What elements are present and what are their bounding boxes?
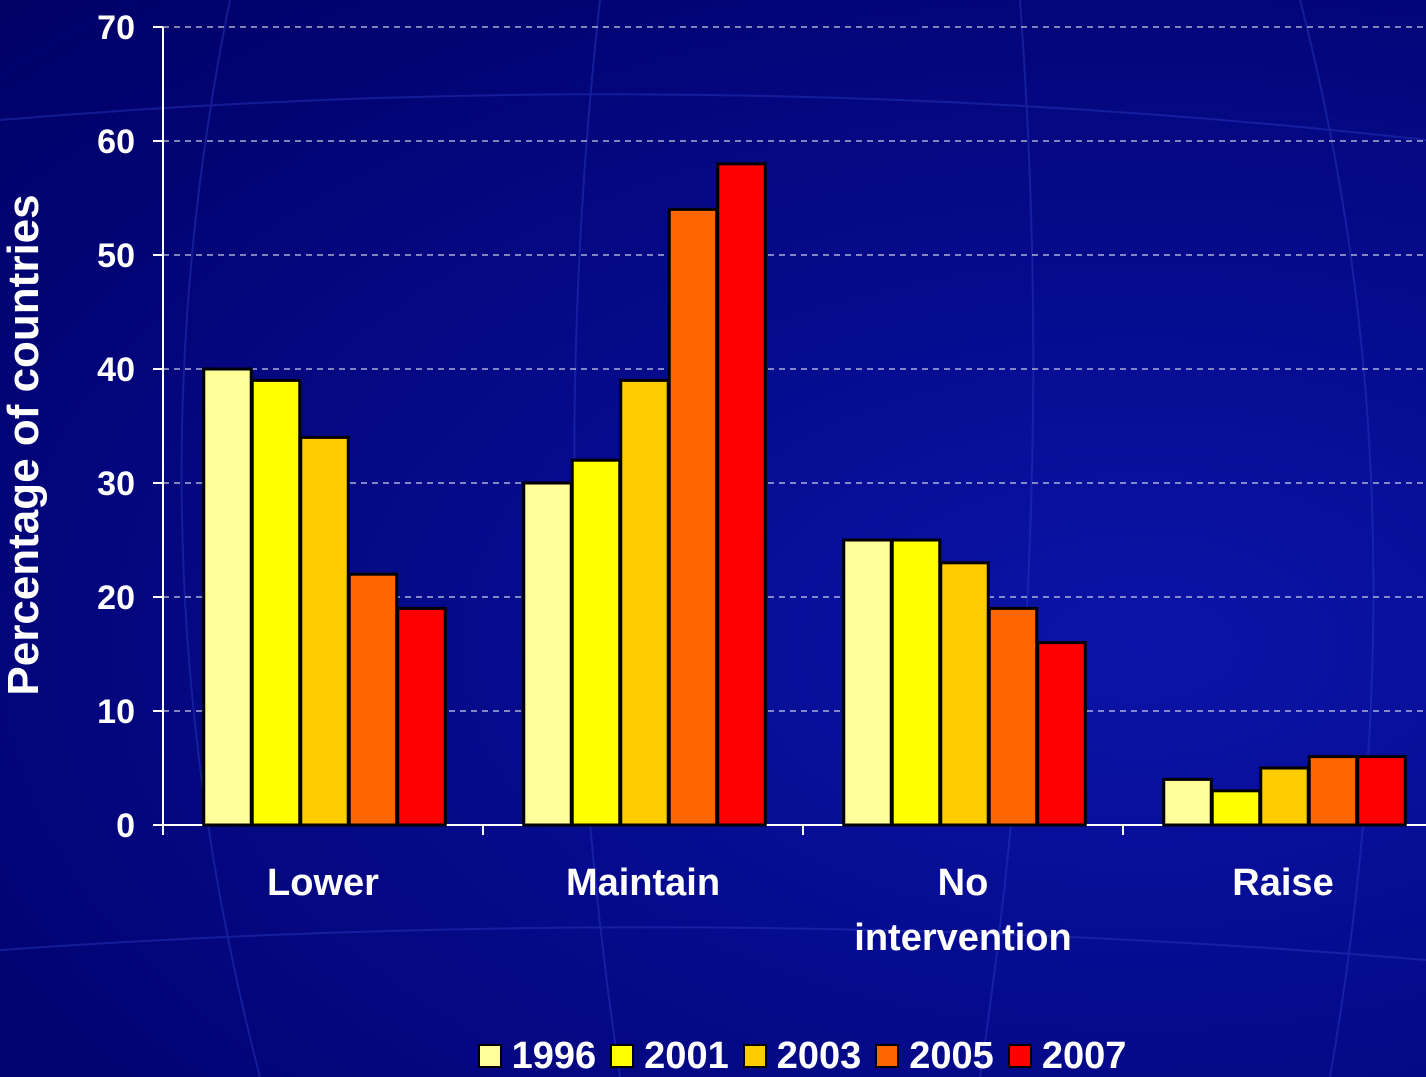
bar xyxy=(890,538,942,827)
x-tick-label: Lower xyxy=(267,862,379,904)
legend-label: 2001 xyxy=(644,1035,729,1077)
bar xyxy=(1162,777,1213,827)
bar xyxy=(522,481,573,827)
legend-item: 2007 xyxy=(1007,1034,1127,1077)
x-tick-label: Maintain xyxy=(565,862,721,904)
y-tick-label: 70 xyxy=(97,9,135,47)
y-tick-label: 30 xyxy=(97,465,135,503)
legend-label: 2007 xyxy=(1041,1035,1127,1077)
bar xyxy=(1307,755,1359,827)
legend-label: 2005 xyxy=(909,1035,994,1077)
y-tick-label: 60 xyxy=(97,123,135,161)
bar xyxy=(250,378,302,827)
legend: 1996 2001 2003 2005 2007 xyxy=(0,1034,1426,1077)
x-tick-label: No intervention xyxy=(854,862,1072,959)
legend-item: 2005 xyxy=(875,1034,994,1077)
bar xyxy=(939,561,990,827)
bar xyxy=(202,367,253,827)
bar xyxy=(716,162,767,827)
y-tick-label: 10 xyxy=(97,693,135,731)
x-tick-label: Raise xyxy=(1232,862,1334,904)
y-tick-label: 20 xyxy=(97,579,135,617)
bar xyxy=(1210,789,1262,827)
y-tick-label: 50 xyxy=(97,237,135,275)
legend-label: 2003 xyxy=(776,1035,862,1077)
bar xyxy=(1036,641,1087,827)
legend-label: 1996 xyxy=(511,1035,597,1077)
bar xyxy=(619,378,670,827)
legend-swatch xyxy=(875,1044,900,1068)
bar xyxy=(1259,766,1310,827)
bar xyxy=(667,207,719,827)
bar xyxy=(842,538,893,827)
legend-item: 2001 xyxy=(610,1034,729,1077)
y-tick-label: 40 xyxy=(97,351,135,389)
legend-item: 2003 xyxy=(742,1034,862,1077)
bar xyxy=(347,572,399,827)
legend-swatch xyxy=(477,1044,502,1068)
legend-swatch xyxy=(610,1044,635,1068)
legend-swatch xyxy=(1007,1044,1032,1068)
bar xyxy=(570,458,622,827)
legend-swatch xyxy=(742,1044,767,1068)
bar xyxy=(1356,755,1407,827)
bar xyxy=(299,435,350,827)
bar xyxy=(987,606,1039,827)
y-tick-label: 0 xyxy=(116,807,135,845)
y-axis-title: Percentage of countries xyxy=(0,194,48,695)
legend-item: 1996 xyxy=(477,1034,597,1077)
bar xyxy=(396,606,447,827)
